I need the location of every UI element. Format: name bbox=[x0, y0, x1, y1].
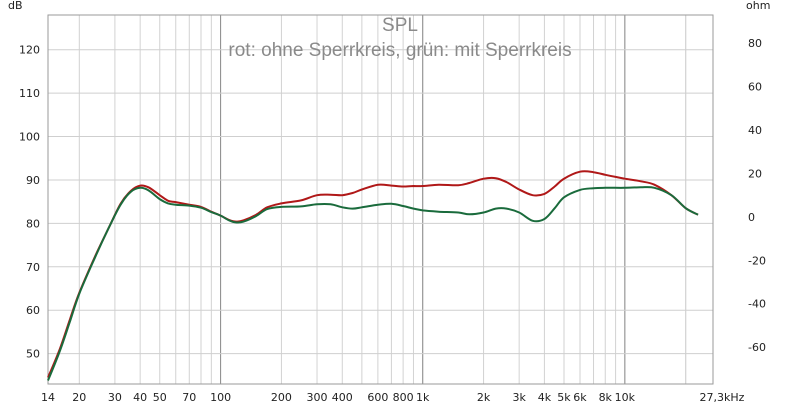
x-tick-label: 100 bbox=[210, 391, 231, 404]
y-right-tick-label: -40 bbox=[748, 298, 766, 311]
y-right-tick-label: -60 bbox=[748, 341, 766, 354]
chart-subtitle: rot: ohne Sperrkreis, grün: mit Sperrkre… bbox=[228, 40, 571, 61]
x-tick-label: 1k bbox=[416, 391, 430, 404]
x-tick-label: 4k bbox=[538, 391, 552, 404]
y-left-tick-label: 80 bbox=[26, 217, 40, 230]
x-tick-label: 14 bbox=[41, 391, 55, 404]
y-right-tick-label: 0 bbox=[748, 211, 755, 224]
x-tick-label: 6k bbox=[573, 391, 587, 404]
y-axis-left-unit: dB bbox=[8, 0, 23, 12]
plot-frame bbox=[47, 14, 714, 385]
series-line-ohne-sperrkreis bbox=[47, 170, 699, 378]
y-left-tick-label: 60 bbox=[26, 304, 40, 317]
x-tick-label: 8k bbox=[599, 391, 613, 404]
x-tick-label: 20 bbox=[72, 391, 86, 404]
chart-title: SPL bbox=[382, 15, 418, 36]
y-left-tick-label: 90 bbox=[26, 174, 40, 187]
y-right-tick-label: -20 bbox=[748, 254, 766, 267]
x-tick-label: 70 bbox=[182, 391, 196, 404]
x-tick-label: 50 bbox=[153, 391, 167, 404]
x-tick-label: 400 bbox=[332, 391, 353, 404]
series-line-mit-sperrkreis bbox=[47, 186, 699, 381]
y-right-tick-label: 80 bbox=[748, 37, 762, 50]
y-right-tick-label: 60 bbox=[748, 81, 762, 94]
y-left-tick-label: 70 bbox=[26, 261, 40, 274]
x-tick-label: 600 bbox=[367, 391, 388, 404]
x-tick-label: 5k bbox=[557, 391, 571, 404]
x-tick-label: 40 bbox=[133, 391, 147, 404]
x-tick-label: 200 bbox=[271, 391, 292, 404]
x-tick-label: 3k bbox=[512, 391, 526, 404]
x-tick-label: 30 bbox=[108, 391, 122, 404]
x-tick-label: 2k bbox=[477, 391, 491, 404]
y-right-tick-label: 20 bbox=[748, 167, 762, 180]
x-tick-label: 300 bbox=[307, 391, 328, 404]
x-tick-label: 27,3kHz bbox=[700, 391, 745, 404]
y-left-tick-label: 50 bbox=[26, 348, 40, 361]
x-tick-label: 10k bbox=[615, 391, 636, 404]
y-left-tick-label: 100 bbox=[19, 131, 40, 144]
y-left-tick-label: 110 bbox=[19, 87, 40, 100]
x-tick-label: 800 bbox=[393, 391, 414, 404]
tick-labels: 14 20 30 40 50 70 100 200 300 400 600 800 1k 2k 3k 4k 5k… bbox=[19, 37, 766, 404]
y-right-tick-label: 40 bbox=[748, 124, 762, 137]
y-axis-right-unit: ohm bbox=[746, 0, 770, 12]
series-layer bbox=[47, 170, 699, 381]
y-left-tick-label: 120 bbox=[19, 44, 40, 57]
grid bbox=[48, 15, 713, 384]
